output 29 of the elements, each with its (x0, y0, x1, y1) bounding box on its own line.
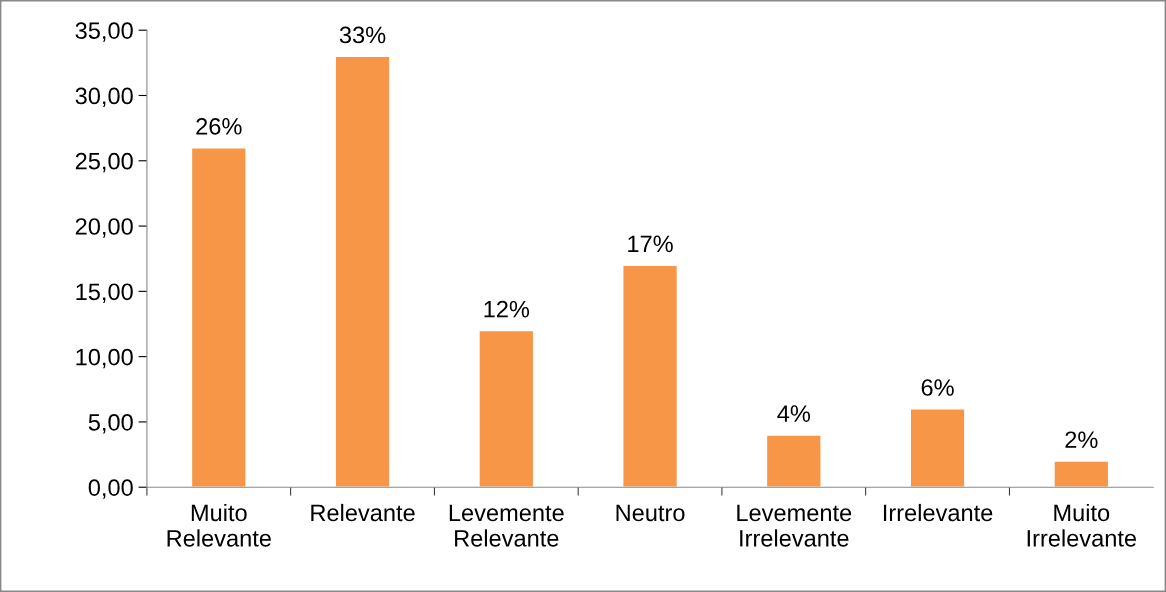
x-tick-label: Muito Irrelevante (1027, 503, 1137, 547)
bar (622, 264, 679, 488)
y-tick-label: 35,00 (75, 22, 133, 42)
data-label: 6% (921, 379, 954, 396)
data-label: 2% (1065, 431, 1098, 449)
y-tick-label: 30,00 (75, 87, 133, 108)
data-label: 12% (484, 300, 530, 318)
x-tick-label: Neutro (616, 504, 685, 522)
bar (190, 147, 247, 488)
y-tick-label: 25,00 (75, 152, 133, 173)
x-tick-label: Levemente Relevante (449, 504, 564, 547)
x-tick-label: Levemente Irrelevante (737, 504, 852, 547)
y-tick-label: 15,00 (76, 283, 133, 303)
data-label: 26% (196, 117, 242, 135)
bar (1053, 460, 1110, 488)
bar (909, 408, 966, 488)
y-tick-label: 0,00 (88, 479, 133, 499)
y-tick-label: 5,00 (88, 413, 133, 434)
y-tick-label: 10,00 (76, 348, 133, 369)
bar (765, 434, 822, 488)
x-tick-label: Muito Relevante (167, 503, 271, 547)
x-tick-label: Relevante (311, 503, 415, 522)
data-label: 33% (339, 26, 386, 44)
bar (478, 329, 535, 488)
x-tick-label: Irrelevante (883, 503, 993, 522)
y-tick-label: 20,00 (75, 218, 133, 238)
data-label: 17% (628, 235, 673, 253)
bar (334, 55, 391, 488)
data-label: 4% (777, 405, 811, 422)
